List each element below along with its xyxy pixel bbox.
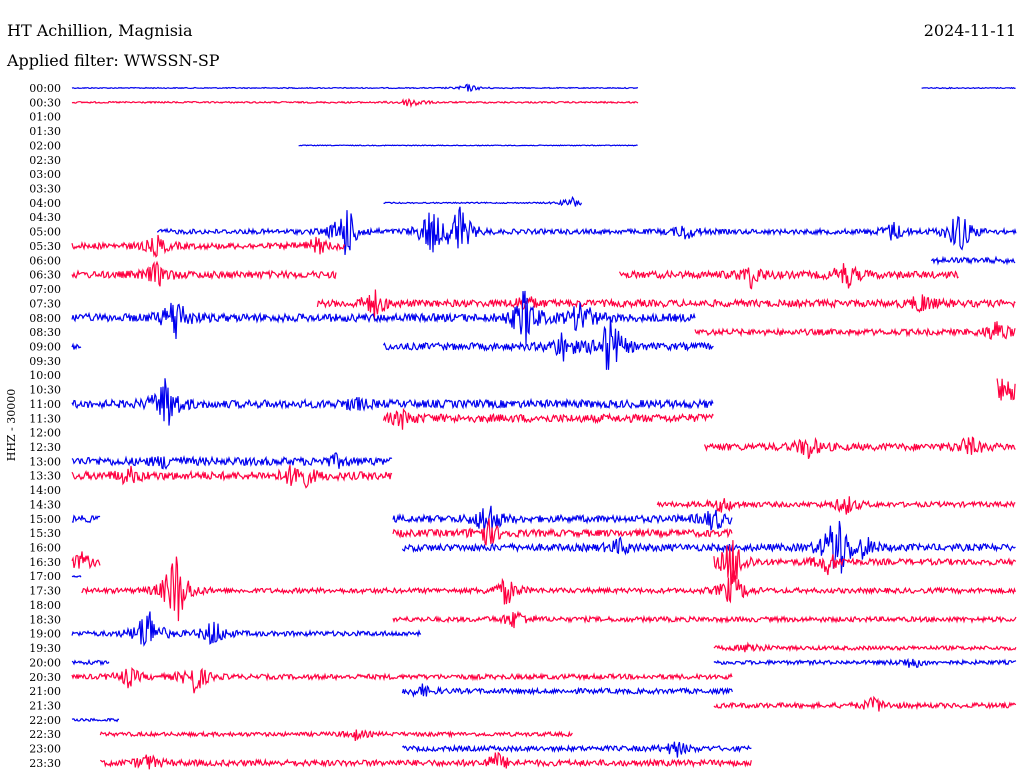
time-label-1900: 19:00: [29, 628, 61, 641]
time-label-0000: 00:00: [29, 82, 61, 95]
trace-0800-0: [71, 290, 696, 345]
time-label-1830: 18:30: [29, 613, 61, 626]
trace-1300-0: [71, 452, 393, 470]
trace-0600-0: [930, 255, 1016, 266]
trace-0400-0: [383, 195, 583, 207]
trace-2300-0: [401, 741, 752, 758]
time-label-1200: 12:00: [29, 427, 61, 440]
trace-1530-0: [392, 518, 733, 546]
time-label-2330: 23:30: [29, 757, 61, 770]
trace-1930-0: [713, 641, 1017, 653]
time-label-0200: 02:00: [29, 139, 61, 152]
trace-0830-0: [694, 321, 1016, 340]
time-label-0430: 04:30: [29, 211, 61, 224]
trace-0500-0: [156, 206, 1017, 255]
time-label-0900: 09:00: [29, 340, 61, 353]
trace-1500-1: [392, 505, 733, 531]
time-label-0600: 06:00: [29, 254, 61, 267]
time-label-0230: 02:30: [29, 154, 61, 167]
time-label-1730: 17:30: [29, 585, 61, 598]
trace-0200-0: [298, 144, 638, 147]
trace-2030-0: [71, 667, 733, 694]
time-label-0500: 05:00: [29, 226, 61, 239]
trace-0000-0: [71, 83, 639, 93]
trace-1700-0: [71, 574, 82, 578]
time-label-1930: 19:30: [29, 642, 61, 655]
time-label-0330: 03:30: [29, 183, 61, 196]
trace-1830-0: [392, 610, 1017, 629]
time-label-2100: 21:00: [29, 685, 61, 698]
trace-1500-0: [71, 514, 101, 524]
trace-0530-0: [71, 234, 346, 258]
trace-1630-1: [713, 540, 1017, 586]
trace-1230-0: [703, 436, 1016, 460]
trace-0900-1: [382, 316, 714, 370]
time-label-1530: 15:30: [29, 527, 61, 540]
time-label-2200: 22:00: [29, 714, 61, 727]
trace-2100-0: [401, 683, 733, 698]
time-label-1700: 17:00: [29, 570, 61, 583]
trace-2230-0: [99, 729, 573, 741]
time-label-1300: 13:00: [29, 455, 61, 468]
time-label-1800: 18:00: [29, 599, 61, 612]
time-label-0700: 07:00: [29, 283, 61, 296]
trace-1730-0: [81, 556, 1016, 622]
time-label-1630: 16:30: [29, 556, 61, 569]
time-label-0030: 00:30: [29, 96, 61, 109]
trace-0900-0: [71, 342, 82, 351]
time-label-0100: 01:00: [29, 111, 61, 124]
time-label-1030: 10:30: [29, 384, 61, 397]
time-label-1430: 14:30: [29, 498, 61, 511]
filter-label: Applied filter: WWSSN-SP: [7, 51, 220, 70]
time-label-2300: 23:00: [29, 743, 61, 756]
trace-0630-1: [618, 263, 959, 290]
trace-0630-0: [71, 260, 337, 287]
time-label-0830: 08:30: [29, 326, 61, 339]
trace-1100-0: [71, 378, 714, 426]
time-label-1230: 12:30: [29, 441, 61, 454]
channel-label: HHZ - 30000: [5, 389, 18, 462]
time-label-0300: 03:00: [29, 168, 61, 181]
trace-2200-0: [71, 717, 120, 723]
time-label-1000: 10:00: [29, 369, 61, 382]
time-label-1400: 14:00: [29, 484, 61, 497]
seismogram-traces: [71, 83, 1017, 770]
time-label-2030: 20:30: [29, 671, 61, 684]
trace-1130-0: [382, 407, 714, 430]
time-label-1330: 13:30: [29, 470, 61, 483]
trace-1600-0: [401, 520, 1016, 574]
station-title: HT Achillion, Magnisia: [7, 21, 193, 40]
trace-2130-0: [713, 695, 1017, 712]
trace-2000-1: [713, 657, 1017, 669]
trace-0030-0: [71, 97, 639, 109]
trace-2330-0: [99, 751, 752, 770]
trace-1430-0: [656, 496, 1016, 515]
trace-1900-0: [71, 611, 422, 647]
trace-1330-0: [71, 464, 393, 489]
trace-1630-0: [71, 551, 101, 570]
date-label: 2024-11-11: [923, 21, 1016, 40]
time-label-2130: 21:30: [29, 699, 61, 712]
time-label-0730: 07:30: [29, 297, 61, 310]
time-label-0800: 08:00: [29, 312, 61, 325]
time-label-0400: 04:00: [29, 197, 61, 210]
time-label-1500: 15:00: [29, 513, 61, 526]
time-label-0130: 01:30: [29, 125, 61, 138]
time-label-0930: 09:30: [29, 355, 61, 368]
trace-0000-1: [921, 86, 1016, 90]
trace-2000-0: [71, 658, 110, 667]
time-label-0630: 06:30: [29, 269, 61, 282]
time-label-1130: 11:30: [29, 412, 61, 425]
time-label-1600: 16:00: [29, 542, 61, 555]
time-label-0530: 05:30: [29, 240, 61, 253]
trace-0730-0: [316, 289, 1016, 320]
time-label-2230: 22:30: [29, 728, 61, 741]
time-label-1100: 11:00: [29, 398, 61, 411]
trace-1030-0: [996, 378, 1016, 401]
time-label-2000: 20:00: [29, 656, 61, 669]
